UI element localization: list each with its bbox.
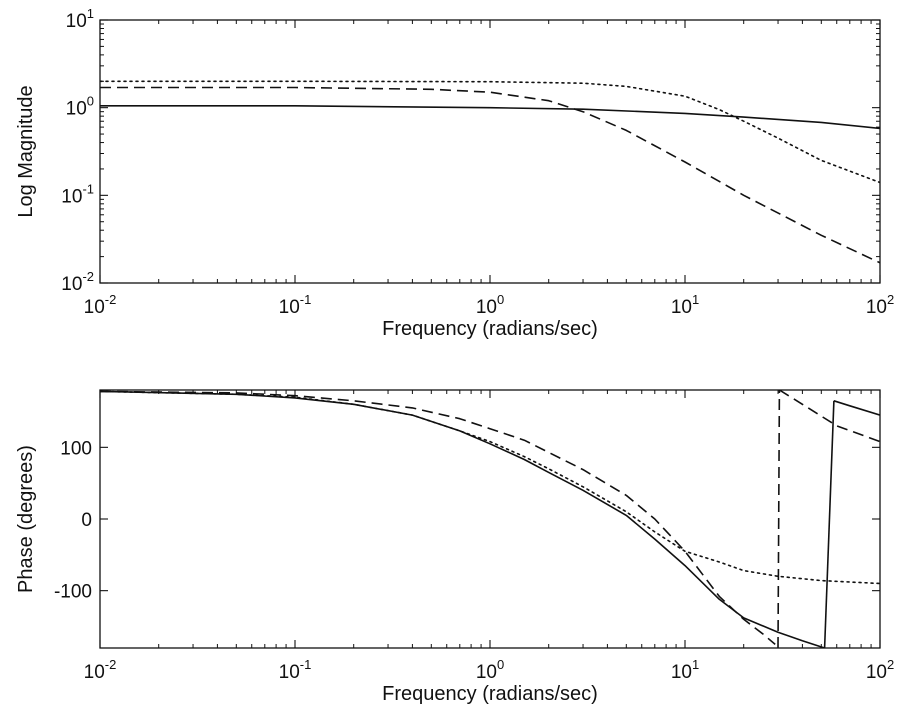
series-line-dotted xyxy=(100,390,880,585)
series-line-dashed xyxy=(778,390,880,443)
x-tick-label: 100 xyxy=(476,657,504,683)
series-line-solid xyxy=(100,390,825,648)
x-tick-label: 10-1 xyxy=(279,292,312,318)
x-tick-label: 10-1 xyxy=(279,657,312,683)
y-tick-label: 100 xyxy=(66,94,94,120)
plot-frame xyxy=(99,19,881,284)
series-line-solid xyxy=(833,400,880,416)
x-tick-label: 101 xyxy=(671,292,699,318)
series-line-dotted xyxy=(100,80,880,184)
x-tick-label: 102 xyxy=(866,657,894,683)
series-line-dashed xyxy=(777,390,781,648)
y-axis-label: Log Magnitude xyxy=(15,85,37,217)
x-axis-label: Frequency (radians/sec) xyxy=(382,318,598,340)
series-line-dashed xyxy=(100,390,776,646)
x-tick-label: 10-2 xyxy=(84,292,117,318)
x-tick-label: 102 xyxy=(866,292,894,318)
chart-panel-2: 10-2 10-1 100 101 102 100 0 -100 Frequency (radi… xyxy=(15,389,894,705)
y-tick-label: 10-2 xyxy=(61,269,94,295)
x-tick-label: 100 xyxy=(476,292,504,318)
x-tick-label: 101 xyxy=(671,657,699,683)
y-axis-label: Phase (degrees) xyxy=(15,445,37,593)
y-tick-label: 101 xyxy=(66,6,94,32)
y-tick-label: 10-1 xyxy=(61,181,94,207)
y-tick-label: 0 xyxy=(81,510,92,531)
series-line-solid xyxy=(823,400,835,648)
x-axis-label: Frequency (radians/sec) xyxy=(382,683,598,705)
y-tick-label: 100 xyxy=(60,438,92,459)
y-tick-label: -100 xyxy=(54,582,92,603)
series-line-dashed xyxy=(100,86,880,264)
x-tick-label: 10-2 xyxy=(84,657,117,683)
chart-panel-1: 10-2 10-1 100 101 102 10-2 10-1 100 101 Frequency… xyxy=(15,6,894,340)
series-line-solid xyxy=(100,105,880,130)
